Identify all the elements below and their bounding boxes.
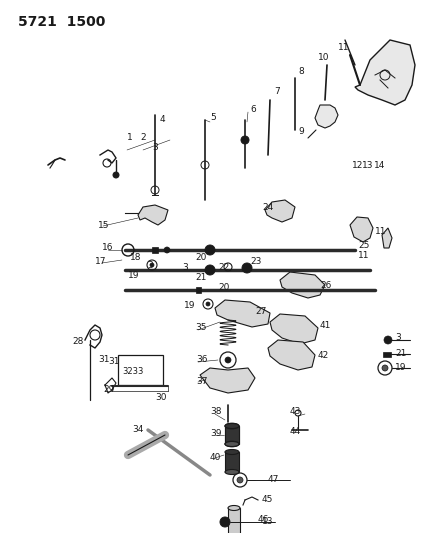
Text: 28: 28 [72,337,83,346]
Text: 6: 6 [250,106,256,115]
Text: 21: 21 [195,273,206,282]
Text: 35: 35 [195,324,206,333]
Circle shape [242,263,252,273]
Text: 20: 20 [218,284,230,293]
Text: 4: 4 [160,116,166,125]
Text: 41: 41 [320,320,331,329]
Text: 3: 3 [182,262,188,271]
Circle shape [237,477,243,483]
Text: 19: 19 [128,271,139,279]
Text: 1: 1 [127,133,133,142]
Text: 13: 13 [362,160,374,169]
Text: 12: 12 [352,160,363,169]
Text: 16: 16 [102,244,114,253]
Bar [118,355,163,385]
Ellipse shape [225,441,239,447]
Text: 45: 45 [262,496,273,505]
Polygon shape [280,272,325,298]
Circle shape [206,302,210,306]
Polygon shape [315,105,338,128]
Text: 7: 7 [274,87,280,96]
Text: 26: 26 [320,280,331,289]
Text: 47: 47 [268,475,279,484]
Text: 5721  1500: 5721 1500 [18,15,106,29]
Ellipse shape [225,449,239,455]
Text: 46: 46 [258,515,269,524]
Text: 36: 36 [196,356,208,365]
Text: 11: 11 [358,251,369,260]
Text: 9: 9 [298,127,304,136]
Text: 29: 29 [103,385,115,394]
Polygon shape [200,368,255,393]
Ellipse shape [225,423,239,429]
Text: 15: 15 [98,221,109,230]
Text: 11: 11 [338,44,350,52]
Text: 2: 2 [140,133,145,142]
Text: 19: 19 [184,302,196,311]
Text: 18: 18 [130,254,142,262]
Text: 17: 17 [95,257,106,266]
Text: 5: 5 [210,114,216,123]
Polygon shape [265,200,295,222]
Text: 30: 30 [155,393,166,402]
Text: 38: 38 [210,408,221,416]
Text: 40: 40 [210,453,221,462]
Text: 3233: 3233 [122,367,143,376]
Text: 21: 21 [395,350,406,359]
Text: 3: 3 [395,334,401,343]
Ellipse shape [225,470,239,474]
Polygon shape [215,300,270,327]
Polygon shape [270,314,318,344]
Text: 27: 27 [255,308,266,317]
Circle shape [205,265,215,275]
Polygon shape [268,340,315,370]
Circle shape [205,245,215,255]
Text: 39: 39 [210,430,221,439]
Polygon shape [382,228,392,248]
Text: 31: 31 [99,356,110,365]
Circle shape [225,357,231,363]
Ellipse shape [228,505,240,511]
Text: 19: 19 [395,364,407,373]
Polygon shape [138,205,168,225]
Polygon shape [350,217,373,242]
Text: 43: 43 [290,408,302,416]
Bar [383,352,391,357]
Bar [196,287,201,293]
Polygon shape [355,40,415,105]
Text: 20: 20 [195,254,206,262]
Text: 10: 10 [318,53,329,62]
Text: 37: 37 [196,377,208,386]
Text: 11: 11 [375,228,387,237]
Text: 22: 22 [218,263,229,272]
Bar [228,508,240,533]
Text: 13: 13 [262,518,274,527]
Circle shape [164,247,170,253]
Bar [225,426,239,444]
Text: 8: 8 [298,68,304,77]
Text: 23: 23 [250,257,261,266]
Ellipse shape [225,424,239,429]
Text: 14: 14 [374,160,385,169]
Bar [152,247,158,253]
Circle shape [382,365,388,371]
Circle shape [384,336,392,344]
Ellipse shape [225,441,239,447]
Text: 3: 3 [147,261,153,270]
Text: 3: 3 [152,143,158,152]
Text: 25: 25 [358,240,369,249]
Text: 42: 42 [318,351,329,360]
Circle shape [150,263,154,267]
Text: 31: 31 [108,358,120,367]
Circle shape [241,136,249,144]
Text: 44: 44 [290,427,301,437]
Circle shape [113,172,119,178]
Circle shape [220,517,230,527]
Text: 24: 24 [262,204,273,213]
Text: 34: 34 [132,425,143,434]
Bar [225,426,239,444]
Bar [225,452,239,472]
